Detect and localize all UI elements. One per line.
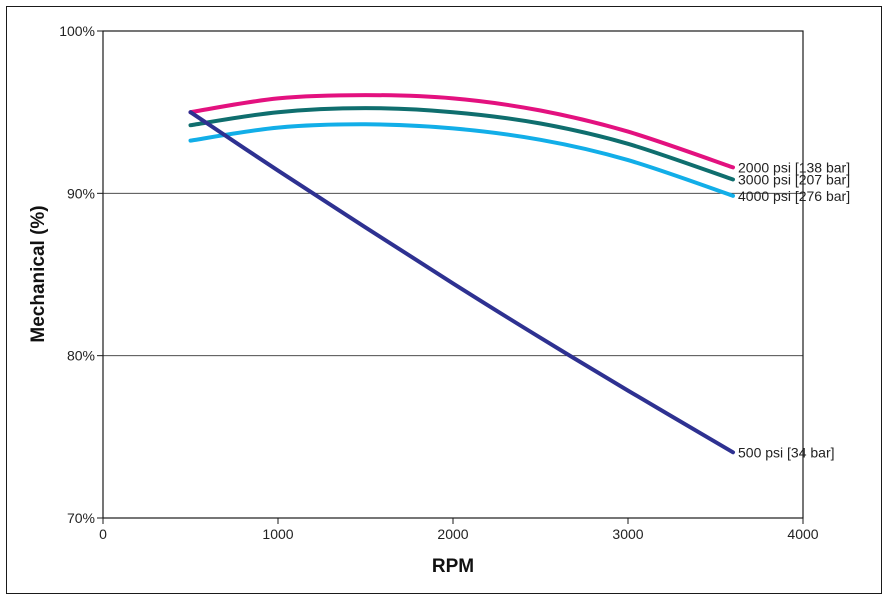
axis-ticks: 70% 80% 90% 100% 0 1000 2000 3000 4000 xyxy=(59,23,819,542)
plot-area xyxy=(102,30,804,519)
x-tick-label: 4000 xyxy=(787,526,818,542)
series-label: 2000 psi [138 bar] xyxy=(738,159,850,175)
y-tick-label: 100% xyxy=(59,23,95,39)
series-lines xyxy=(188,93,735,455)
series-line xyxy=(188,106,735,182)
x-tick-label: 3000 xyxy=(612,526,643,542)
series-labels: 2000 psi [138 bar]3000 psi [207 bar]4000… xyxy=(738,159,850,460)
y-tick-label: 90% xyxy=(67,185,95,201)
series-line xyxy=(188,122,735,198)
y-tick-label: 70% xyxy=(67,510,95,526)
grid-lines xyxy=(103,192,803,357)
x-tick-label: 2000 xyxy=(437,526,468,542)
series-label: 4000 psi [276 bar] xyxy=(738,188,850,204)
series-line xyxy=(188,93,735,170)
x-axis-title: RPM xyxy=(432,556,474,577)
x-tick-label: 0 xyxy=(99,526,107,542)
x-tick-label: 1000 xyxy=(262,526,293,542)
series-line xyxy=(188,110,735,455)
chart-frame xyxy=(6,6,882,594)
series-label: 500 psi [34 bar] xyxy=(738,444,835,460)
series-label: 3000 psi [207 bar] xyxy=(738,172,850,188)
y-axis-title: Mechanical (%) xyxy=(28,205,49,342)
y-tick-label: 80% xyxy=(67,348,95,364)
